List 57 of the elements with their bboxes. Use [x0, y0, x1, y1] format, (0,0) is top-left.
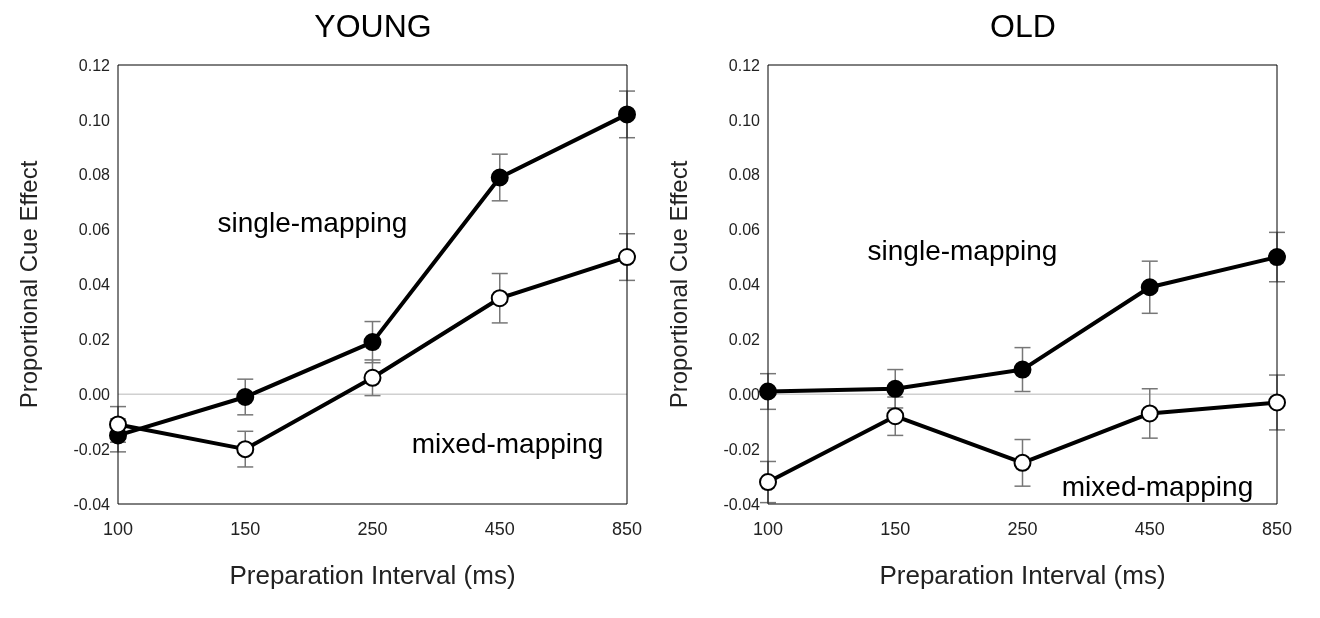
x-tick-label: 100: [752, 518, 784, 539]
y-tick-label: 0.10: [728, 111, 761, 129]
y-tick-label: 0.02: [78, 331, 111, 349]
point: [759, 473, 777, 492]
x-tick-label: 250: [357, 518, 388, 539]
x-axis-title: Preparation Interval (ms): [229, 560, 516, 590]
x-tick-label: 850: [611, 518, 643, 539]
chart-title: OLD: [989, 8, 1057, 46]
point: [109, 415, 127, 434]
point: [490, 289, 509, 308]
y-tick-label: 0.02: [728, 331, 761, 349]
y-tick-label: -0.02: [73, 440, 111, 458]
point: [618, 105, 636, 124]
y-axis-title: Proportional Cue Effect: [14, 160, 42, 409]
y-tick-label: 0.06: [78, 221, 111, 239]
x-axis-title: Preparation Interval (ms): [879, 560, 1166, 590]
series-label: single-mapping: [217, 207, 408, 239]
x-tick-label: 450: [1134, 518, 1165, 539]
point: [886, 379, 905, 398]
y-tick-label: 0.12: [728, 56, 761, 74]
y-tick-label: 0.00: [78, 385, 111, 403]
y-tick-label: -0.04: [73, 495, 111, 513]
point: [236, 440, 255, 459]
point: [1268, 248, 1286, 267]
point: [618, 248, 636, 267]
point: [1140, 404, 1159, 423]
x-tick-label: 150: [880, 518, 911, 539]
point: [490, 168, 509, 187]
y-axis-title: Proportional Cue Effect: [664, 160, 692, 409]
x-tick-label: 150: [230, 518, 261, 539]
x-tick-label: 450: [484, 518, 515, 539]
chart-title: YOUNG: [313, 8, 433, 46]
series-label: mixed-mapping: [411, 427, 604, 459]
y-tick-label: 0.00: [728, 385, 761, 403]
point: [363, 333, 382, 352]
y-tick-label: 0.12: [78, 56, 111, 74]
point: [236, 387, 255, 406]
x-tick-label: 100: [102, 518, 134, 539]
y-tick-label: -0.04: [723, 495, 761, 513]
y-tick-label: 0.04: [728, 276, 761, 294]
series-label: mixed-mapping: [1061, 471, 1254, 502]
point: [363, 368, 382, 387]
point: [1013, 453, 1032, 472]
point: [1268, 393, 1286, 412]
y-tick-label: 0.06: [728, 221, 761, 239]
point: [1013, 360, 1032, 379]
y-tick-label: 0.04: [78, 276, 111, 294]
y-tick-label: 0.08: [728, 166, 761, 184]
point: [886, 407, 905, 426]
point: [759, 382, 777, 401]
text: single-mapping: [867, 234, 1058, 266]
x-tick-label: 850: [1261, 518, 1293, 539]
y-tick-label: 0.08: [78, 166, 111, 184]
point: [1140, 278, 1159, 297]
y-tick-label: -0.02: [723, 440, 761, 458]
y-tick-label: 0.10: [78, 111, 111, 129]
x-tick-label: 250: [1007, 518, 1038, 539]
